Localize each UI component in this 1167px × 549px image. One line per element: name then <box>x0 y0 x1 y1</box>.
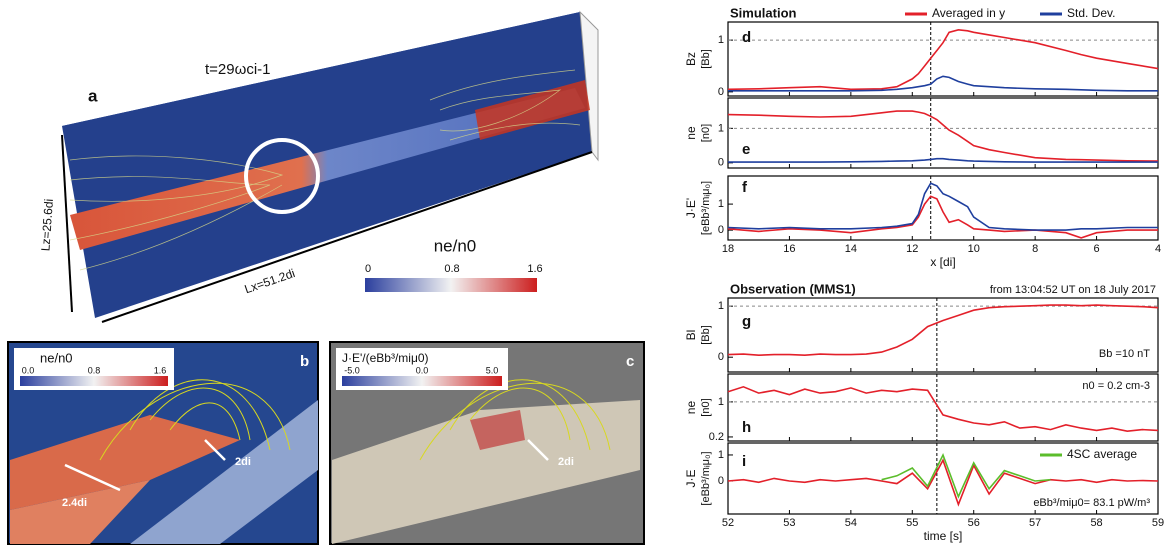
colorbar-tick: 0.0 <box>22 365 35 375</box>
colorbar-tick: 5.0 <box>486 365 499 375</box>
plot-frame <box>728 176 1158 240</box>
series-line <box>728 183 1158 230</box>
chart-title: Simulation <box>730 5 797 20</box>
panel-label: i <box>742 453 746 470</box>
panel-label: g <box>742 313 751 330</box>
colorbar-title: ne/n0 <box>434 236 477 255</box>
y-tick-label: 1 <box>718 122 724 134</box>
x-tick-label: 18 <box>722 243 734 255</box>
y-tick-label: 0 <box>718 475 724 487</box>
legend-label: Averaged in y <box>932 6 1005 20</box>
colorbar-tick: 0 <box>365 263 371 275</box>
y-axis-label: ne <box>684 401 698 415</box>
y-axis-label: Bl <box>684 330 698 341</box>
panel-label: e <box>742 141 750 158</box>
plot-frame <box>728 298 1158 372</box>
y-tick-label: 1 <box>718 396 724 408</box>
annotation: Bb =10 nT <box>1099 348 1150 360</box>
colorbar <box>365 278 537 292</box>
plot-frame <box>728 98 1158 168</box>
y-tick-label: 1 <box>718 300 724 312</box>
colorbar-title: J·E'/(eBb³/miμ0) <box>342 351 429 365</box>
depth-label: 2di <box>558 456 574 468</box>
plot-frame <box>728 22 1158 96</box>
x-tick-label: 59 <box>1152 517 1164 529</box>
colorbar-tick: 1.6 <box>527 263 542 275</box>
series-line <box>728 76 1158 91</box>
colorbar-tick: 0.8 <box>88 365 101 375</box>
x-tick-label: 12 <box>906 243 918 255</box>
series-line <box>728 111 1158 161</box>
panel-b: ne/n0 0.0 0.8 1.6 b 2.4di 2di <box>8 342 318 544</box>
x-tick-label: 57 <box>1029 517 1041 529</box>
y-axis-unit: [Bb] <box>700 325 712 345</box>
colorbar-tick: 1.6 <box>154 365 167 375</box>
chart-subtitle: from 13:04:52 UT on 18 July 2017 <box>990 284 1156 296</box>
panel-label: a <box>88 86 98 105</box>
y-axis-unit: [eBb³/mᵢμ₀] <box>700 451 712 505</box>
legend-label: Std. Dev. <box>1067 6 1115 20</box>
x-tick-label: 10 <box>968 243 980 255</box>
y-tick-label: 0 <box>718 224 724 236</box>
y-axis-label: Bz <box>684 52 698 66</box>
panel-label: f <box>742 179 748 196</box>
x-tick-label: 56 <box>968 517 980 529</box>
x-tick-label: 52 <box>722 517 734 529</box>
x-tick-label: 16 <box>783 243 795 255</box>
y-tick-label: 1 <box>718 449 724 461</box>
x-tick-label: 8 <box>1032 243 1038 255</box>
x-tick-label: 53 <box>783 517 795 529</box>
annotation: n0 = 0.2 cm-3 <box>1082 380 1150 392</box>
colorbar <box>20 376 168 386</box>
width-label: 2.4di <box>62 497 87 509</box>
time-label: t=29ωci-1 <box>205 61 271 78</box>
y-axis-unit: [n0] <box>700 124 712 142</box>
y-axis-label: J·E <box>684 470 698 488</box>
panel-label: d <box>742 29 751 46</box>
y-tick-label: 1 <box>718 34 724 46</box>
chart-title: Observation (MMS1) <box>730 281 856 296</box>
x-axis-label: x [di] <box>930 255 955 269</box>
colorbar-tick: -5.0 <box>344 365 360 375</box>
series-line <box>728 196 1158 238</box>
x-tick-label: 6 <box>1094 243 1100 255</box>
y-axis-label: ne <box>684 126 698 140</box>
x-tick-label: 14 <box>845 243 857 255</box>
y-tick-label: 1 <box>718 198 724 210</box>
colorbar-tick: 0.8 <box>444 263 459 275</box>
x-tick-label: 54 <box>845 517 857 529</box>
y-axis-unit: [n0] <box>700 398 712 416</box>
y-tick-label: 0 <box>718 86 724 98</box>
colorbar <box>342 376 502 386</box>
panel-c: J·E'/(eBb³/miμ0) -5.0 0.0 5.0 c 2di <box>330 342 644 544</box>
depth-label: 2di <box>235 456 251 468</box>
x-tick-label: 55 <box>906 517 918 529</box>
colorbar-title: ne/n0 <box>40 350 73 365</box>
y-axis-unit: [Bb] <box>700 49 712 69</box>
figure: a t=29ωci-1 Lz=25.6di Lx=51.2di ne/n0 0 … <box>0 0 1167 549</box>
panel-label: b <box>300 353 309 370</box>
series-line <box>728 30 1158 90</box>
y-tick-label: 0.2 <box>709 431 724 443</box>
panel-a: a t=29ωci-1 Lz=25.6di Lx=51.2di ne/n0 0 … <box>38 12 598 322</box>
x-tick-label: 4 <box>1155 243 1161 255</box>
y-axis-unit: [eBb³/mᵢμ₀] <box>700 181 712 235</box>
series-line <box>728 387 1158 431</box>
x-axis-label: time [s] <box>924 529 963 543</box>
y-tick-label: 0 <box>718 351 724 363</box>
legend-label: 4SC average <box>1067 447 1137 461</box>
series-line <box>728 305 1158 355</box>
y-axis-label: J·E' <box>684 198 698 218</box>
panel-label: h <box>742 419 751 436</box>
y-tick-label: 0 <box>718 157 724 169</box>
panel-label: c <box>626 353 634 370</box>
annotation: eBb³/miμ0= 83.1 pW/m³ <box>1033 497 1150 509</box>
x-tick-label: 58 <box>1090 517 1102 529</box>
series-line <box>882 455 1051 497</box>
lz-label: Lz=25.6di <box>38 198 56 251</box>
colorbar-tick: 0.0 <box>416 365 429 375</box>
